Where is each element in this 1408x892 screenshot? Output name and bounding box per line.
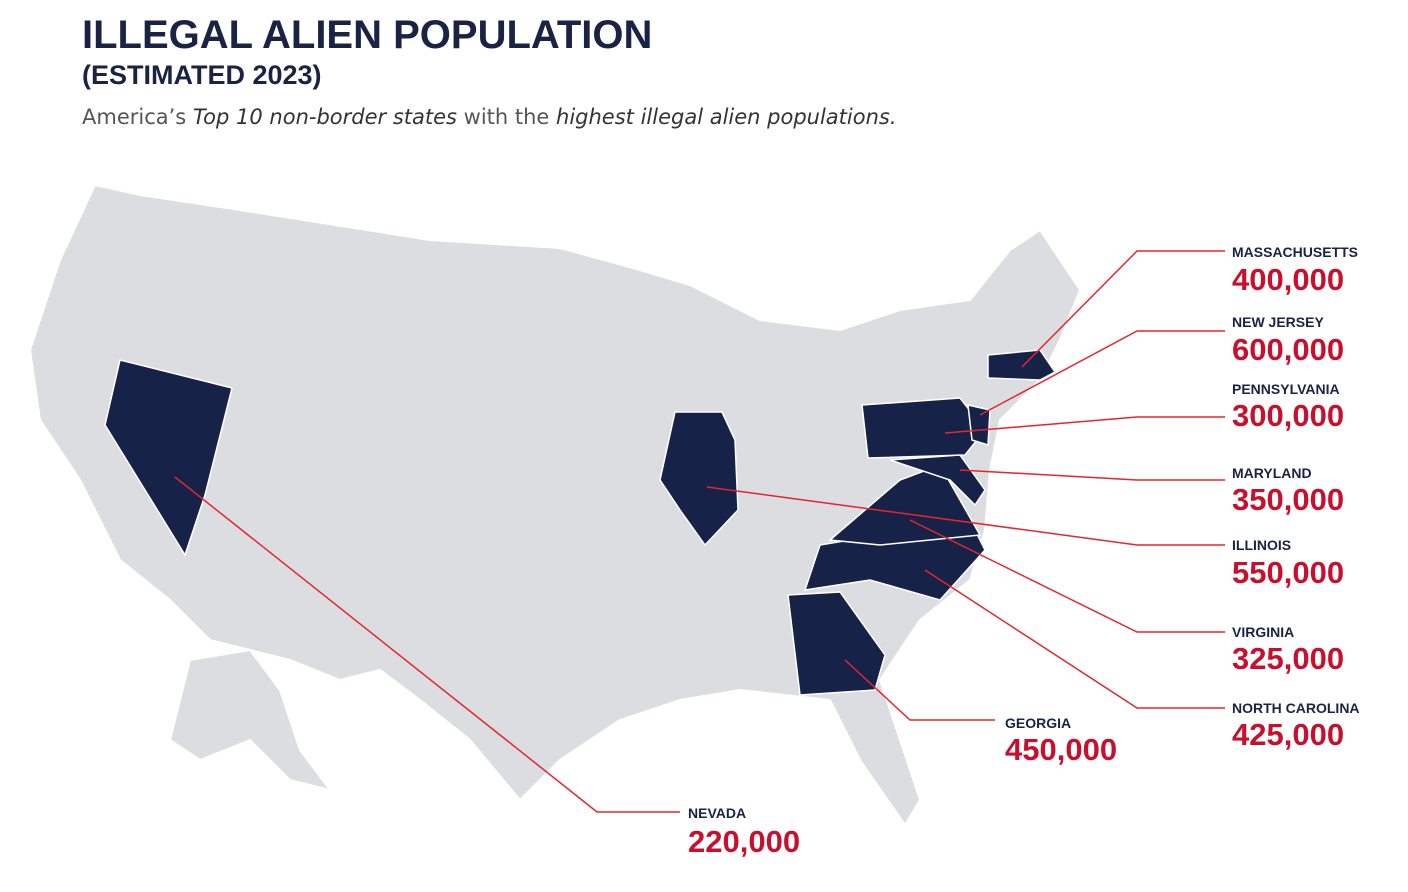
leader-line (909, 519, 1225, 633)
leader-line (979, 330, 1225, 416)
state-value: 300,000 (1232, 398, 1344, 433)
state-name: NEW JERSEY (1232, 314, 1324, 330)
leader-line (959, 469, 1225, 481)
subtitle-part: with the (457, 105, 556, 129)
labels: MASSACHUSETTS 400,000 NEW JERSEY 600,000… (688, 244, 1360, 859)
massachusetts (987, 349, 1057, 381)
state-value: 220,000 (688, 824, 800, 859)
title: ILLEGAL ALIEN POPULATION (82, 13, 652, 57)
state-name: PENNSYLVANIA (1232, 381, 1340, 397)
state-value: 550,000 (1232, 555, 1344, 590)
illinois (659, 411, 739, 547)
georgia (787, 591, 886, 696)
us-map (28, 183, 1082, 827)
leader-lines (174, 250, 1225, 813)
state-value: 325,000 (1232, 641, 1344, 676)
state-name: VIRGINIA (1232, 624, 1294, 640)
state-name: MARYLAND (1232, 465, 1312, 481)
leader-line (924, 569, 1225, 709)
leader-line (174, 476, 680, 813)
virginia (828, 464, 982, 546)
nevada (104, 359, 233, 557)
state-name: ILLINOIS (1232, 537, 1291, 553)
alaska (168, 648, 333, 792)
new-jersey (967, 404, 991, 447)
state-value: 350,000 (1232, 482, 1344, 517)
leader-line (1021, 250, 1225, 368)
maryland (889, 454, 986, 507)
subtitle-part: America’s (82, 105, 193, 129)
pennsylvania (861, 397, 986, 459)
state-name: NORTH CAROLINA (1232, 700, 1360, 716)
subtitle-emphasis: highest illegal alien populations. (556, 105, 897, 129)
leader-line (944, 416, 1225, 434)
state-value: 450,000 (1005, 732, 1117, 767)
title-line2: (ESTIMATED 2023) (82, 60, 322, 90)
state-name: GEORGIA (1005, 715, 1071, 731)
state-value: 400,000 (1232, 262, 1344, 297)
state-name: NEVADA (688, 805, 746, 821)
state-name: MASSACHUSETTS (1232, 244, 1358, 260)
state-value: 600,000 (1232, 332, 1344, 367)
state-value: 425,000 (1232, 717, 1344, 752)
subtitle: America’s Top 10 non-border states with … (82, 105, 897, 129)
leader-line (706, 486, 1225, 546)
subtitle-emphasis: Top 10 non-border states (193, 105, 457, 129)
leader-line (844, 659, 995, 721)
